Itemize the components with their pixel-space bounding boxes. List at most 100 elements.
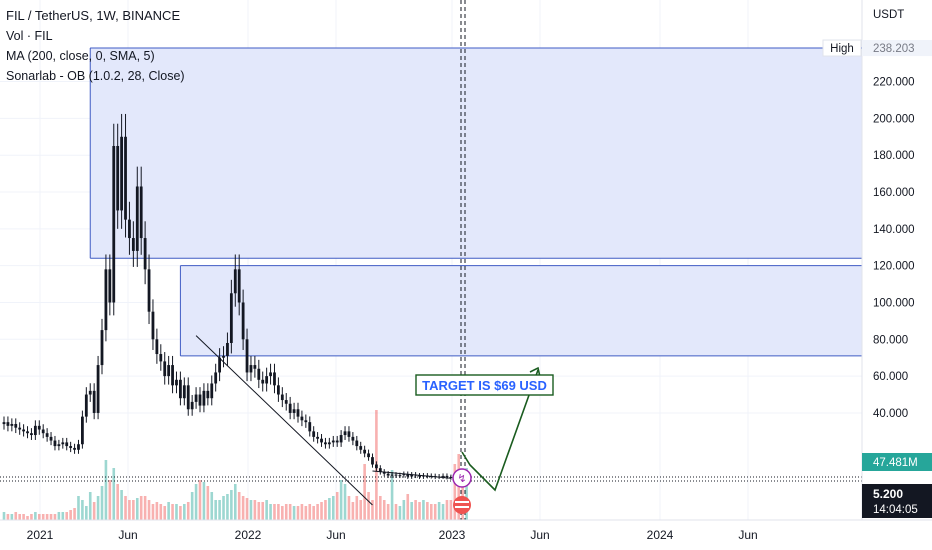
candle-body [202, 390, 206, 406]
volume-bar [30, 514, 33, 520]
candle-body [339, 435, 343, 443]
volume-bar [116, 484, 119, 520]
volume-bar [135, 498, 139, 520]
candle-body [327, 442, 331, 445]
candle-body [167, 365, 171, 377]
candle-body [45, 433, 49, 437]
candle-body [312, 431, 316, 437]
candle-body [104, 269, 108, 331]
y-tick-label: 200.000 [873, 113, 915, 125]
x-tick-label: 2022 [235, 528, 262, 542]
candle-body [359, 446, 363, 450]
candle-body [198, 394, 202, 406]
volume-bar [198, 480, 202, 520]
x-tick-label: Jun [326, 528, 345, 542]
candle-body [257, 368, 261, 380]
indicator-volume[interactable]: Vol · FIL [6, 29, 53, 43]
volume-bar [292, 506, 296, 520]
volume-bar [351, 502, 355, 520]
candle-body [182, 385, 186, 399]
volume-bar [128, 500, 131, 520]
indicator-ma[interactable]: MA (200, close, 0, SMA, 5) [6, 49, 155, 63]
volume-bar [69, 510, 72, 520]
volume-bar [233, 484, 237, 520]
candle-body [300, 416, 304, 421]
volume-bar [81, 500, 84, 520]
indicator-orderblock[interactable]: Sonarlab - OB (1.0.2, 28, Close) [6, 69, 185, 83]
volume-bar [92, 502, 96, 520]
candle-body [18, 427, 22, 430]
candle-body [14, 423, 18, 428]
volume-bar [304, 506, 308, 520]
candle-body [37, 425, 41, 430]
candle-body [6, 422, 10, 426]
candle-body [57, 444, 61, 447]
volume-bar [108, 480, 112, 520]
volume-bar [324, 500, 327, 520]
volume-bar [406, 494, 410, 520]
volume-bar [422, 500, 425, 520]
candle-body [65, 442, 69, 447]
candle-body [378, 468, 382, 472]
volume-bar [347, 496, 351, 520]
candle-body [128, 219, 131, 239]
volume-bar [183, 504, 186, 520]
volume-bar [175, 504, 178, 520]
volume-bar [206, 486, 210, 520]
volume-bar [359, 500, 363, 520]
candle-body [139, 186, 143, 239]
volume-bar [179, 506, 182, 520]
candle-body [280, 394, 284, 401]
volume-bar [237, 492, 241, 520]
volume-bar [269, 504, 272, 520]
order-block-zone [180, 265, 862, 356]
high-value: 238.203 [873, 43, 915, 55]
volume-bar [382, 500, 386, 520]
symbol-title[interactable]: FIL / TetherUS, 1W, BINANCE [6, 8, 181, 23]
volume-bar [143, 496, 147, 520]
volume-bar [45, 514, 49, 520]
candle-body [69, 446, 73, 448]
candle-body [218, 357, 221, 373]
projection-path [461, 369, 539, 492]
volume-bar [265, 500, 268, 520]
candle-body [163, 361, 167, 377]
candle-body [116, 145, 120, 211]
volume-bar [132, 500, 135, 520]
candle-body [22, 429, 25, 432]
volume-bar [139, 496, 143, 520]
candle-body [249, 365, 253, 373]
volume-bar [49, 514, 53, 520]
x-tick-label: Jun [738, 528, 757, 542]
volume-bar [441, 504, 445, 520]
y-tick-label: 60.000 [873, 371, 908, 383]
volume-bar [104, 460, 108, 520]
candle-body [229, 293, 233, 343]
trend-line-lower [372, 470, 451, 479]
volume-bar [261, 502, 265, 520]
candle-body [418, 475, 421, 477]
candle-body [49, 436, 53, 441]
volume-bar [308, 504, 312, 520]
volume-bar [222, 496, 225, 520]
volume-bar [249, 500, 253, 520]
volume-bar [37, 514, 41, 520]
candle-body [151, 311, 155, 340]
x-tick-label: Jun [118, 528, 137, 542]
trend-line [195, 335, 373, 506]
high-badge [822, 39, 862, 57]
volume-bar [85, 506, 88, 520]
candle-body [335, 440, 339, 443]
volume-bar [363, 464, 366, 520]
candle-body [382, 471, 386, 474]
candle-body [355, 440, 359, 447]
volume-bar [316, 504, 319, 520]
candle-body [261, 379, 265, 384]
candle-body [296, 409, 300, 417]
candle-body [371, 457, 374, 465]
volume-bar [10, 514, 14, 520]
us-flag-stripe [455, 501, 469, 503]
candle-body [265, 376, 269, 384]
volume-bar [453, 464, 457, 520]
